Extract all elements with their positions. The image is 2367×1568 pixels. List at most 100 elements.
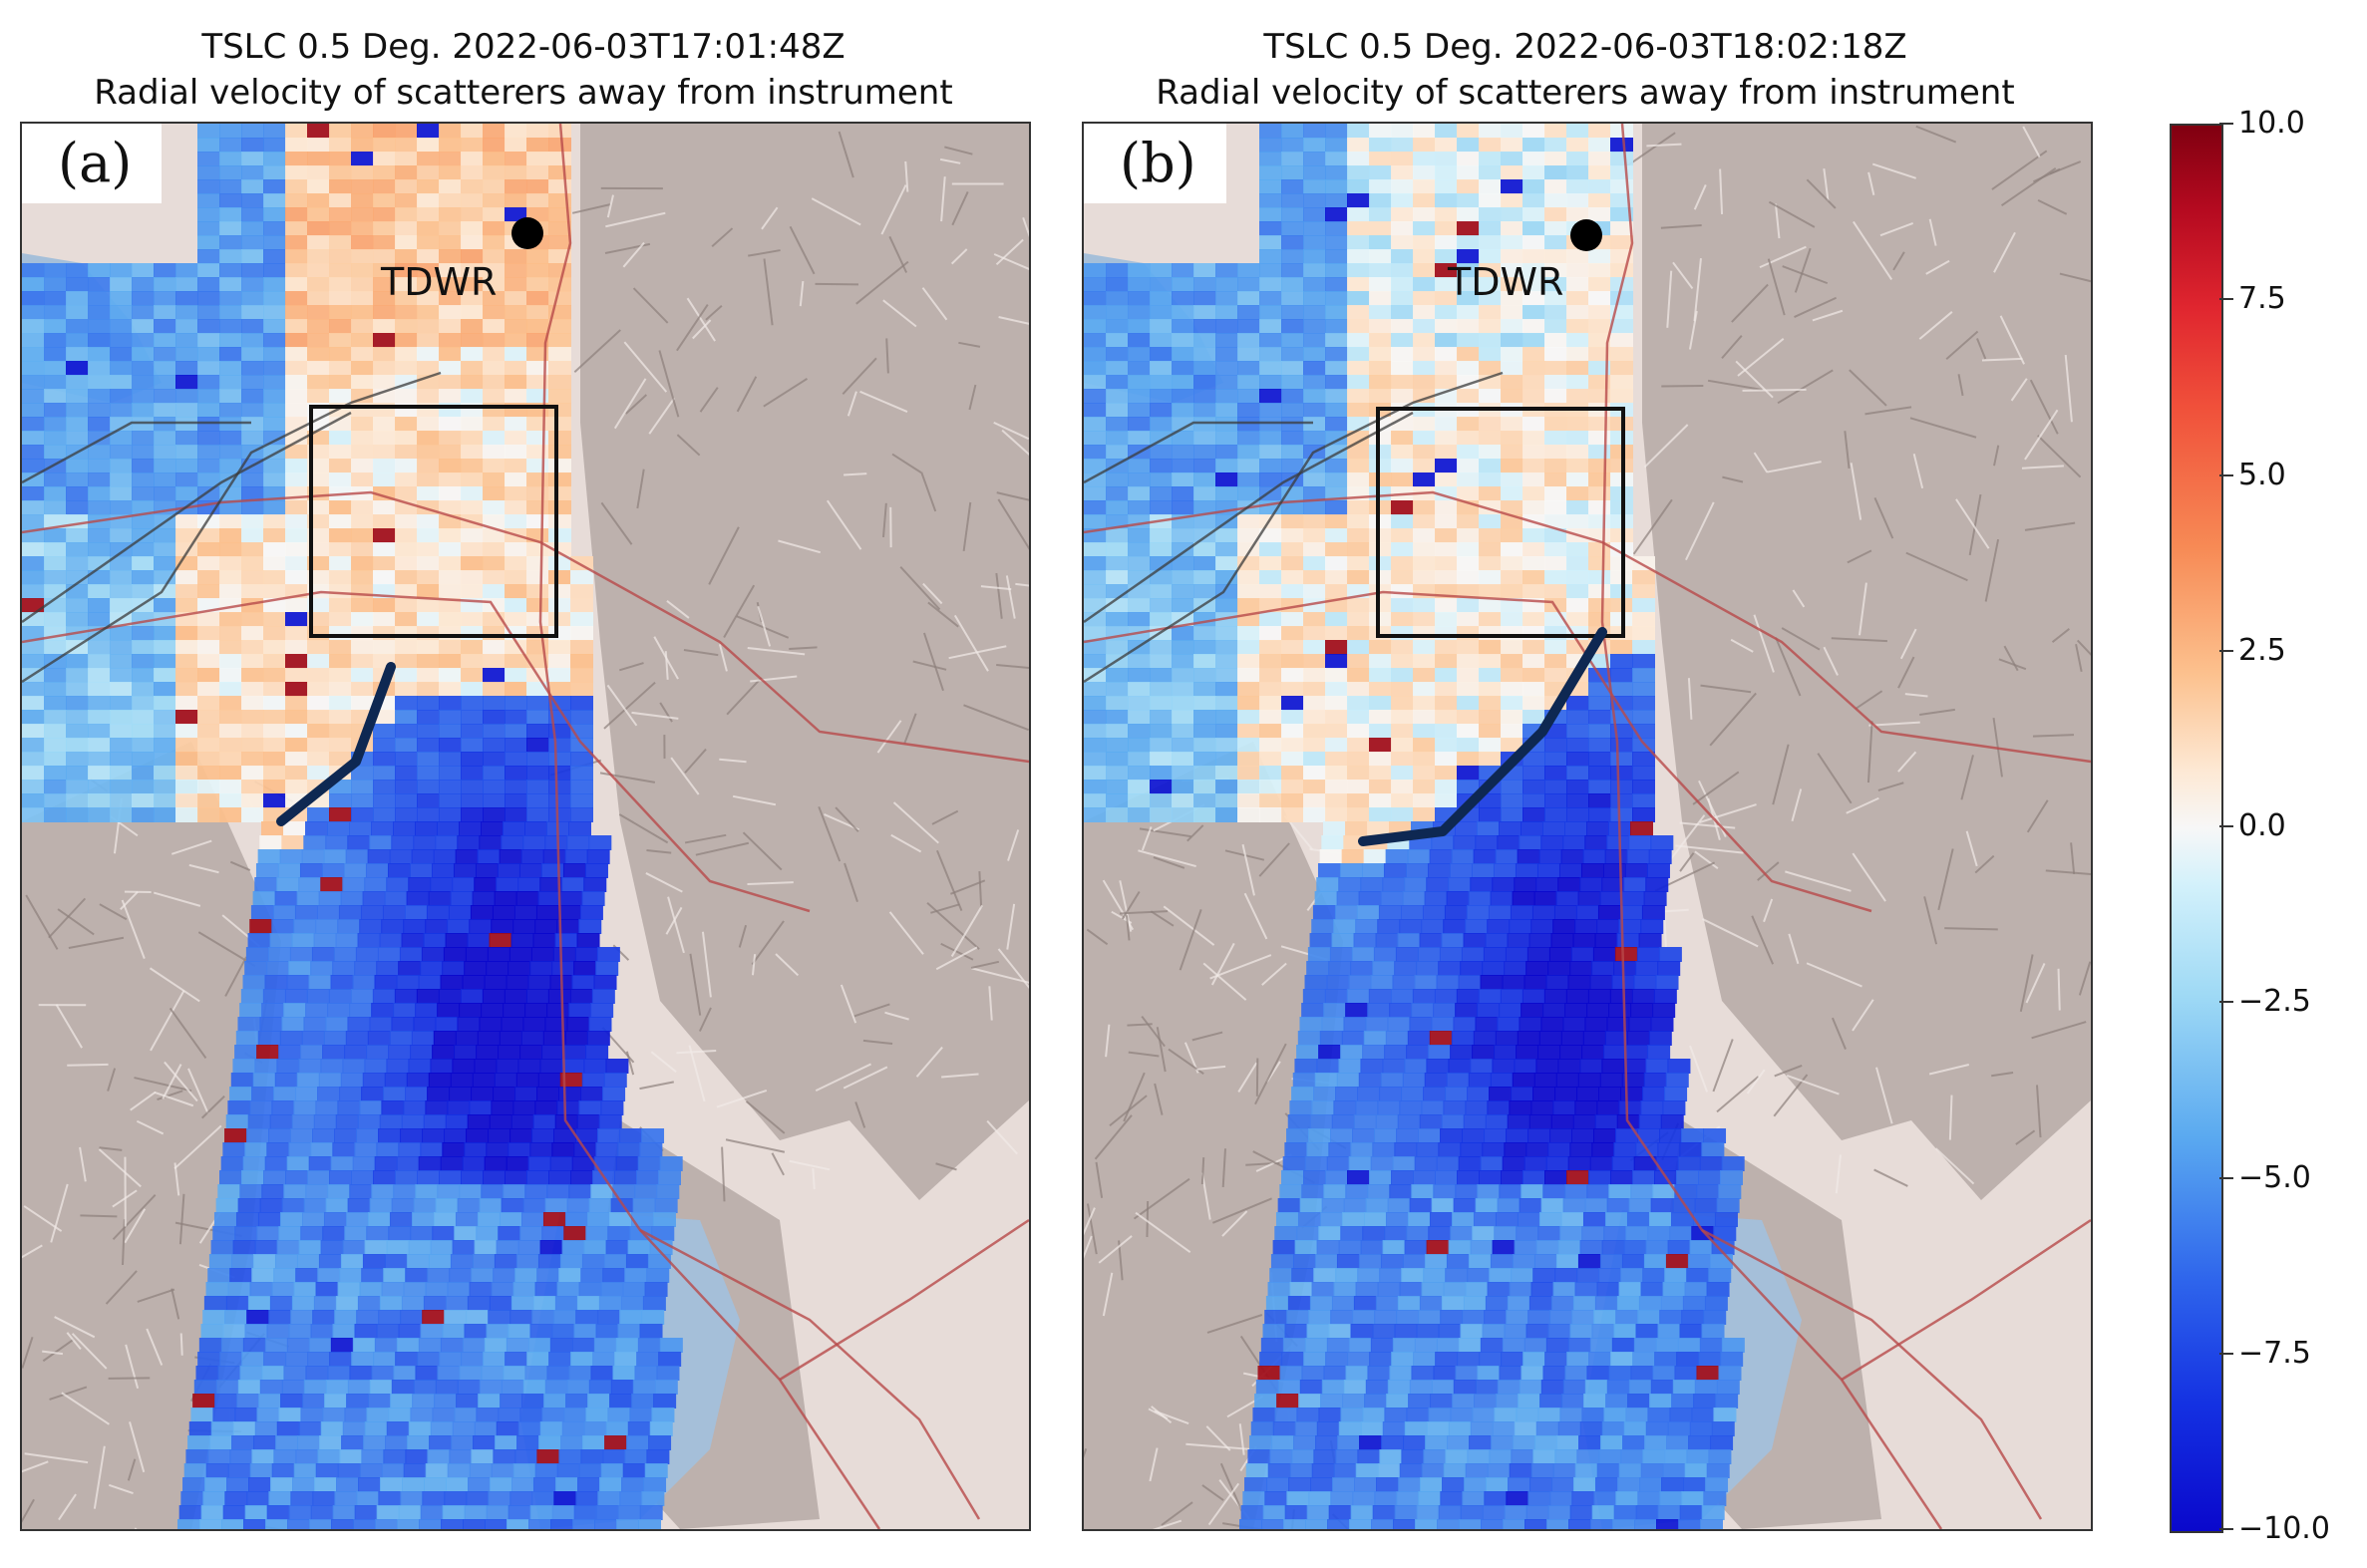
radar-gate (548, 766, 571, 781)
radar-gate (1084, 431, 1107, 446)
radar-gate (1640, 1100, 1664, 1115)
radar-gate (505, 179, 527, 194)
radar-gate (110, 793, 133, 808)
radar-gate (1345, 1366, 1369, 1381)
panel-label: (a) (22, 124, 163, 203)
radar-gate (467, 1114, 491, 1129)
radar-gate (1701, 1142, 1725, 1157)
radar-gate (1391, 221, 1414, 236)
radar-gate (1215, 612, 1238, 627)
radar-gate (559, 1073, 583, 1088)
radar-gate (1128, 598, 1151, 613)
radar-gate (395, 626, 418, 641)
radar-gate (1617, 1477, 1641, 1492)
radar-gate (1259, 612, 1282, 627)
radar-gate (644, 1282, 668, 1297)
radar-gate (483, 752, 506, 767)
radar-gate (1303, 793, 1326, 808)
radar-gate (1588, 333, 1611, 348)
radar-gate (632, 1198, 656, 1213)
radar-gate (1604, 849, 1628, 864)
radar-gate (1281, 193, 1304, 208)
radar-gate (1106, 417, 1129, 432)
radar-gate (1369, 710, 1392, 725)
radar-gate (1392, 1338, 1416, 1353)
radar-gate (1522, 179, 1545, 194)
radar-gate (1394, 1505, 1418, 1520)
ridge-line (2078, 961, 2091, 996)
radar-gate (505, 249, 527, 264)
radar-gate (307, 193, 330, 208)
radar-gate (1507, 1296, 1530, 1311)
radar-gate (219, 375, 242, 390)
radar-gate (1084, 570, 1107, 585)
radar-gate (1391, 431, 1414, 446)
radar-gate (526, 570, 549, 585)
colorbar-tick-label: 5.0 (2238, 457, 2286, 492)
radar-gate (1413, 1170, 1436, 1185)
ridge-line (763, 258, 774, 326)
radar-gate (1477, 1184, 1501, 1199)
radar-gate (1369, 389, 1392, 404)
radar-gate (1331, 933, 1355, 948)
radar-gate (373, 528, 396, 543)
radar-gate (1501, 584, 1523, 599)
ridge-line (940, 942, 974, 961)
radar-gate (1237, 389, 1260, 404)
radar-gate (1193, 277, 1216, 292)
radar-gate (1193, 668, 1216, 683)
radar-gate (483, 263, 506, 278)
radar-gate (461, 193, 484, 208)
ridge-line (1763, 898, 1774, 923)
radar-gate (44, 389, 67, 404)
ridge-line (666, 600, 690, 619)
ridge-line (603, 681, 656, 730)
radar-gate (1303, 375, 1326, 390)
radar-gate (542, 1212, 566, 1227)
radar-gate (349, 821, 372, 836)
radar-gate (417, 389, 440, 404)
radar-gate (1544, 626, 1567, 641)
radar-gate (560, 1435, 584, 1450)
radar-gate (514, 1449, 538, 1464)
radar-gate (1696, 1184, 1720, 1199)
radar-gate (1084, 612, 1107, 627)
radar-gate (1610, 654, 1633, 669)
radar-gate (1625, 1408, 1649, 1422)
radar-gate (175, 305, 198, 320)
radar-gate (1708, 1268, 1732, 1283)
radar-gate (1436, 975, 1460, 990)
ridge-line (22, 1337, 34, 1369)
radar-gate (417, 138, 440, 153)
radar-gate (197, 472, 220, 487)
radar-gate (1501, 556, 1523, 571)
radar-gate (505, 793, 527, 808)
radar-gate (486, 1142, 509, 1157)
radar-gate (1435, 375, 1458, 390)
radar-gate (1501, 207, 1523, 222)
radar-gate (548, 179, 571, 194)
radar-gate (1353, 1114, 1377, 1129)
radar-gate (1484, 1128, 1508, 1143)
radar-gate (1259, 766, 1282, 781)
radar-gate (474, 1421, 498, 1436)
radar-gate (241, 221, 264, 236)
radar-gate (1343, 1380, 1367, 1395)
radar-gate (547, 989, 571, 1004)
radar-gate (526, 472, 549, 487)
radar-gate (1325, 556, 1348, 571)
radar-gate (461, 305, 484, 320)
radar-gate (234, 1226, 258, 1241)
radar-gate (1365, 1198, 1389, 1213)
radar-gate (232, 1421, 256, 1436)
radar-gate (197, 277, 220, 292)
radar-gate (1614, 947, 1638, 962)
ridge-line (723, 584, 756, 638)
radar-gate (1501, 431, 1523, 446)
radar-gate (1588, 598, 1611, 613)
ridge-line (129, 1421, 146, 1473)
ridge-line (842, 357, 877, 395)
radar-gate (307, 319, 330, 334)
radar-gate (22, 347, 45, 362)
radar-gate (1128, 500, 1151, 515)
